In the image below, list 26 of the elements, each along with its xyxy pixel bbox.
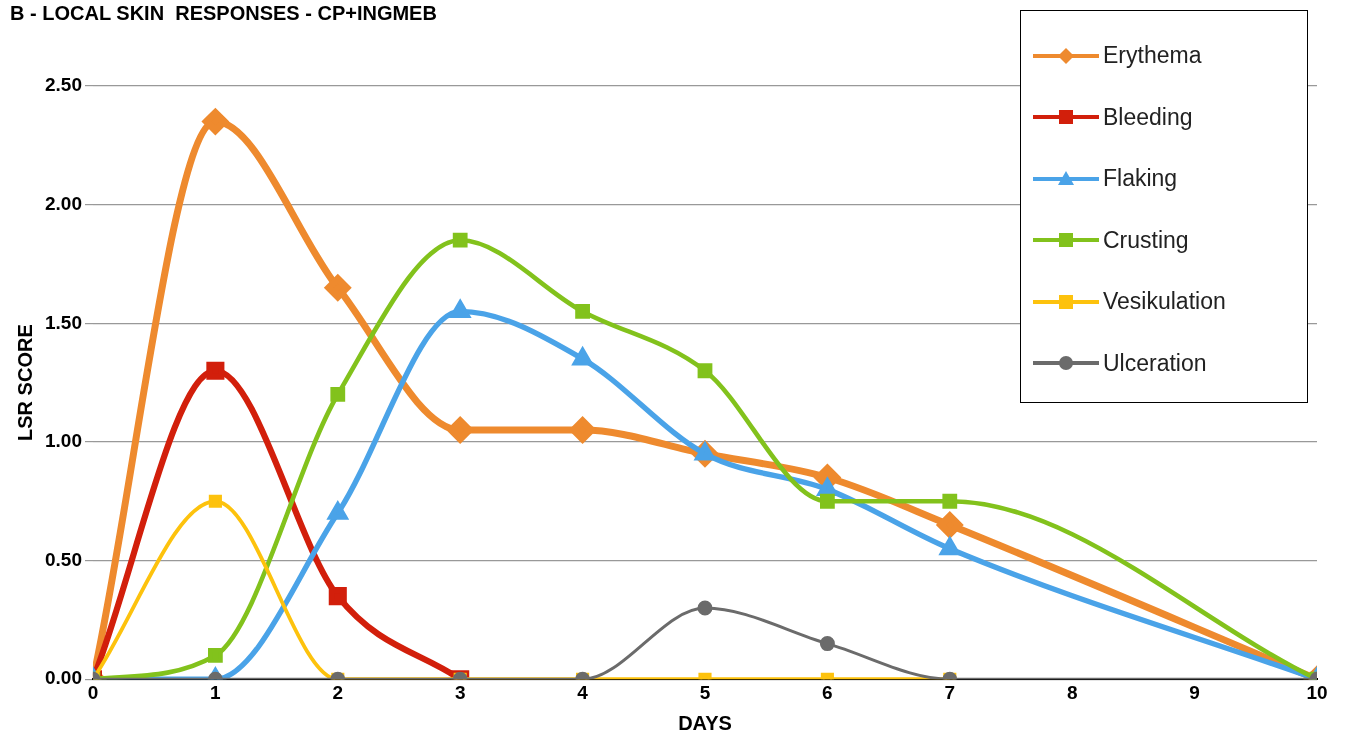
x-tick-label: 0 — [87, 681, 99, 703]
legend-label: Flaking — [1103, 165, 1178, 193]
y-tick-label: 1.00 — [45, 430, 82, 452]
x-tick-label: 7 — [944, 681, 956, 703]
x-tick-label: 9 — [1189, 681, 1200, 703]
x-tick-label: 10 — [1306, 681, 1328, 703]
x-tick-label: 6 — [822, 681, 833, 703]
x-tick-label: 1 — [210, 681, 222, 703]
chart-title: B - LOCAL SKIN RESPONSES - CP+INGMEB — [10, 1, 437, 24]
legend-label: Erythema — [1103, 42, 1202, 70]
y-tick-label: 2.00 — [45, 192, 82, 214]
legend-label: Bleeding — [1103, 103, 1193, 131]
legend-label: Ulceration — [1103, 349, 1207, 377]
x-tick-label: 5 — [699, 681, 711, 703]
x-tick-label: 4 — [577, 681, 589, 703]
x-tick-label: 8 — [1066, 681, 1078, 703]
x-tick-label: 2 — [332, 681, 344, 703]
y-tick-label: 1.50 — [45, 311, 82, 333]
x-axis-title: DAYS — [678, 711, 732, 734]
y-tick-label: 0.50 — [45, 548, 82, 570]
x-tick-label: 3 — [454, 681, 466, 703]
y-tick-label: 2.50 — [45, 74, 82, 96]
y-axis-title: LSR SCORE — [13, 324, 36, 441]
legend-label: Vesikulation — [1103, 288, 1226, 316]
legend-label: Crusting — [1103, 226, 1189, 254]
y-tick-label: 0.00 — [45, 667, 82, 689]
